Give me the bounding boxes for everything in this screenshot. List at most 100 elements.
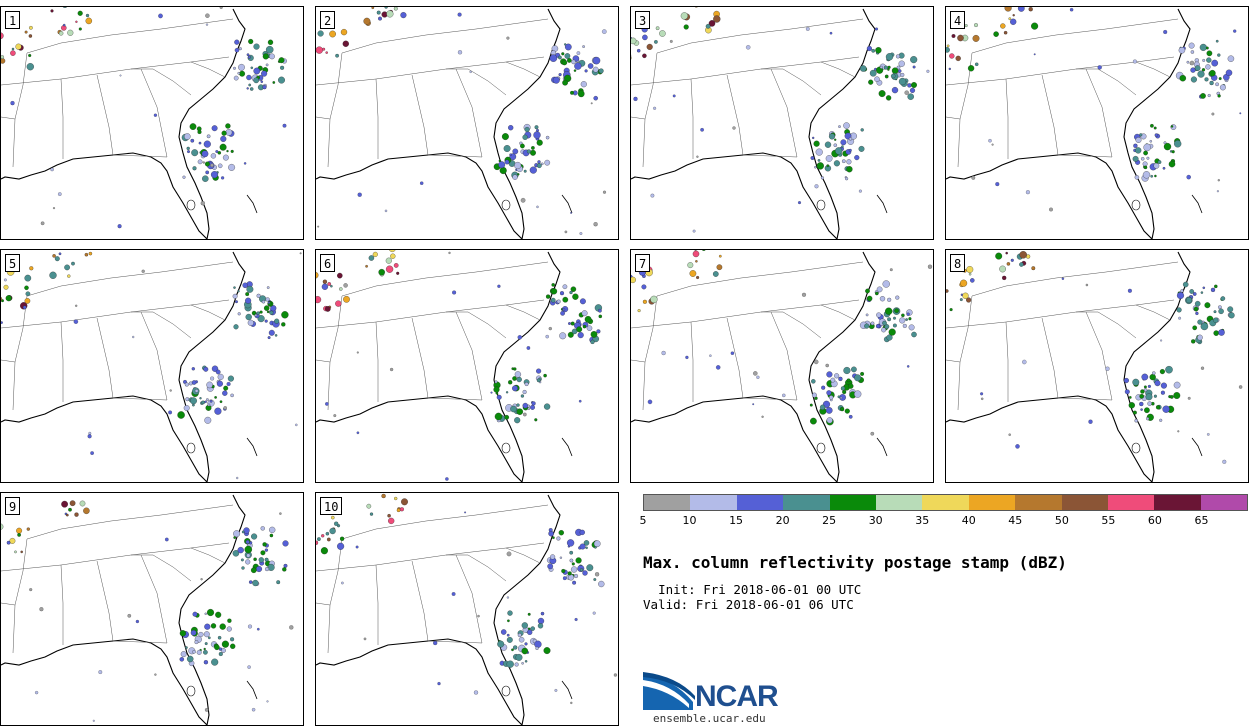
reflectivity-echo xyxy=(893,316,896,320)
reflectivity-echo xyxy=(570,701,573,705)
reflectivity-echo xyxy=(365,264,368,268)
reflectivity-echo xyxy=(84,252,89,257)
reflectivity-echo xyxy=(203,366,209,372)
reflectivity-echo xyxy=(967,65,975,72)
reflectivity-echo xyxy=(316,540,319,545)
reflectivity-echo xyxy=(1160,339,1163,342)
reflectivity-echo xyxy=(844,408,850,414)
reflectivity-echo xyxy=(246,53,250,57)
colorbar-tick-label: 40 xyxy=(961,514,976,527)
reflectivity-echo xyxy=(1139,133,1143,137)
reflectivity-echo xyxy=(598,308,602,313)
reflectivity-echo xyxy=(517,335,523,340)
reflectivity-echo xyxy=(245,539,250,545)
reflectivity-echo xyxy=(1128,402,1135,409)
reflectivity-echo xyxy=(339,287,343,291)
reflectivity-echo xyxy=(1146,417,1150,421)
reflectivity-echo xyxy=(329,30,336,38)
reflectivity-echo xyxy=(1206,57,1212,63)
reflectivity-echo xyxy=(508,380,513,385)
reflectivity-echo xyxy=(69,500,76,507)
state-border xyxy=(14,52,28,120)
reflectivity-echo xyxy=(558,73,562,77)
reflectivity-echo xyxy=(1142,171,1151,179)
reflectivity-echo xyxy=(858,189,862,193)
state-border xyxy=(411,560,429,642)
reflectivity-echo xyxy=(385,257,392,264)
reflectivity-echo xyxy=(957,34,964,42)
reflectivity-echo xyxy=(1123,377,1129,384)
reflectivity-echo xyxy=(646,43,653,50)
reflectivity-echo xyxy=(552,76,560,84)
reflectivity-echo xyxy=(282,540,289,547)
reflectivity-echo xyxy=(384,209,388,213)
reflectivity-echo xyxy=(966,266,974,273)
reflectivity-echo xyxy=(883,65,888,70)
reflectivity-echo xyxy=(534,125,539,130)
reflectivity-echo xyxy=(524,126,530,133)
reflectivity-echo xyxy=(261,70,268,77)
reflectivity-echo xyxy=(198,631,204,638)
reflectivity-echo xyxy=(153,113,158,117)
member-label: 1 xyxy=(5,11,21,29)
reflectivity-echo xyxy=(227,618,232,623)
colorbar-segment xyxy=(1061,495,1108,510)
reflectivity-echo xyxy=(537,160,541,164)
state-border xyxy=(770,68,798,158)
reflectivity-echo xyxy=(179,657,185,662)
reflectivity-echo xyxy=(250,66,254,70)
basemap xyxy=(631,250,933,482)
state-border xyxy=(820,61,856,78)
reflectivity-echo xyxy=(993,31,999,37)
reflectivity-echo xyxy=(11,47,15,51)
reflectivity-echo xyxy=(260,80,264,83)
reflectivity-echo xyxy=(385,265,394,273)
reflectivity-echo xyxy=(211,658,219,666)
reflectivity-echo xyxy=(445,477,449,481)
reflectivity-echo xyxy=(817,159,821,162)
reflectivity-echo xyxy=(521,622,528,629)
coastline xyxy=(316,251,561,482)
reflectivity-echo xyxy=(838,376,843,382)
reflectivity-echo xyxy=(387,513,391,518)
reflectivity-echo xyxy=(910,56,918,64)
reflectivity-echo xyxy=(590,331,598,338)
figure-title: Max. column reflectivity postage stamp (… xyxy=(643,553,1067,572)
reflectivity-echo xyxy=(464,511,467,514)
reflectivity-echo xyxy=(274,318,280,324)
reflectivity-echo xyxy=(497,640,505,648)
reflectivity-echo xyxy=(582,324,587,329)
reflectivity-echo xyxy=(1204,302,1211,309)
reflectivity-echo xyxy=(513,367,517,371)
reflectivity-echo xyxy=(266,286,270,289)
reflectivity-echo xyxy=(368,255,375,261)
reflectivity-echo xyxy=(810,417,817,425)
reflectivity-echo xyxy=(1049,207,1053,212)
colorbar-tick-label: 45 xyxy=(1008,514,1023,527)
reflectivity-echo xyxy=(592,611,596,615)
reflectivity-echo xyxy=(1140,408,1143,411)
reflectivity-echo xyxy=(206,608,215,617)
reflectivity-echo xyxy=(782,393,786,398)
reflectivity-echo xyxy=(87,434,92,439)
reflectivity-echo xyxy=(507,610,513,616)
reflectivity-echo xyxy=(886,334,893,341)
reflectivity-echo xyxy=(1171,150,1175,154)
reflectivity-echo xyxy=(245,313,252,321)
reflectivity-echo xyxy=(1154,133,1159,137)
reflectivity-echo xyxy=(227,375,234,382)
state-border xyxy=(1041,74,1059,156)
reflectivity-echo xyxy=(598,314,603,319)
reflectivity-echo xyxy=(1190,67,1196,73)
reflectivity-echo xyxy=(560,310,565,316)
reflectivity-echo xyxy=(330,284,333,288)
reflectivity-echo xyxy=(1,523,4,530)
reflectivity-echo xyxy=(393,263,399,268)
reflectivity-echo xyxy=(902,323,907,328)
reflectivity-echo xyxy=(865,288,870,294)
reflectivity-echo xyxy=(451,592,456,596)
reflectivity-echo xyxy=(62,7,68,8)
reflectivity-echo xyxy=(887,65,891,69)
reflectivity-echo xyxy=(190,397,197,405)
reflectivity-echo xyxy=(564,43,572,51)
